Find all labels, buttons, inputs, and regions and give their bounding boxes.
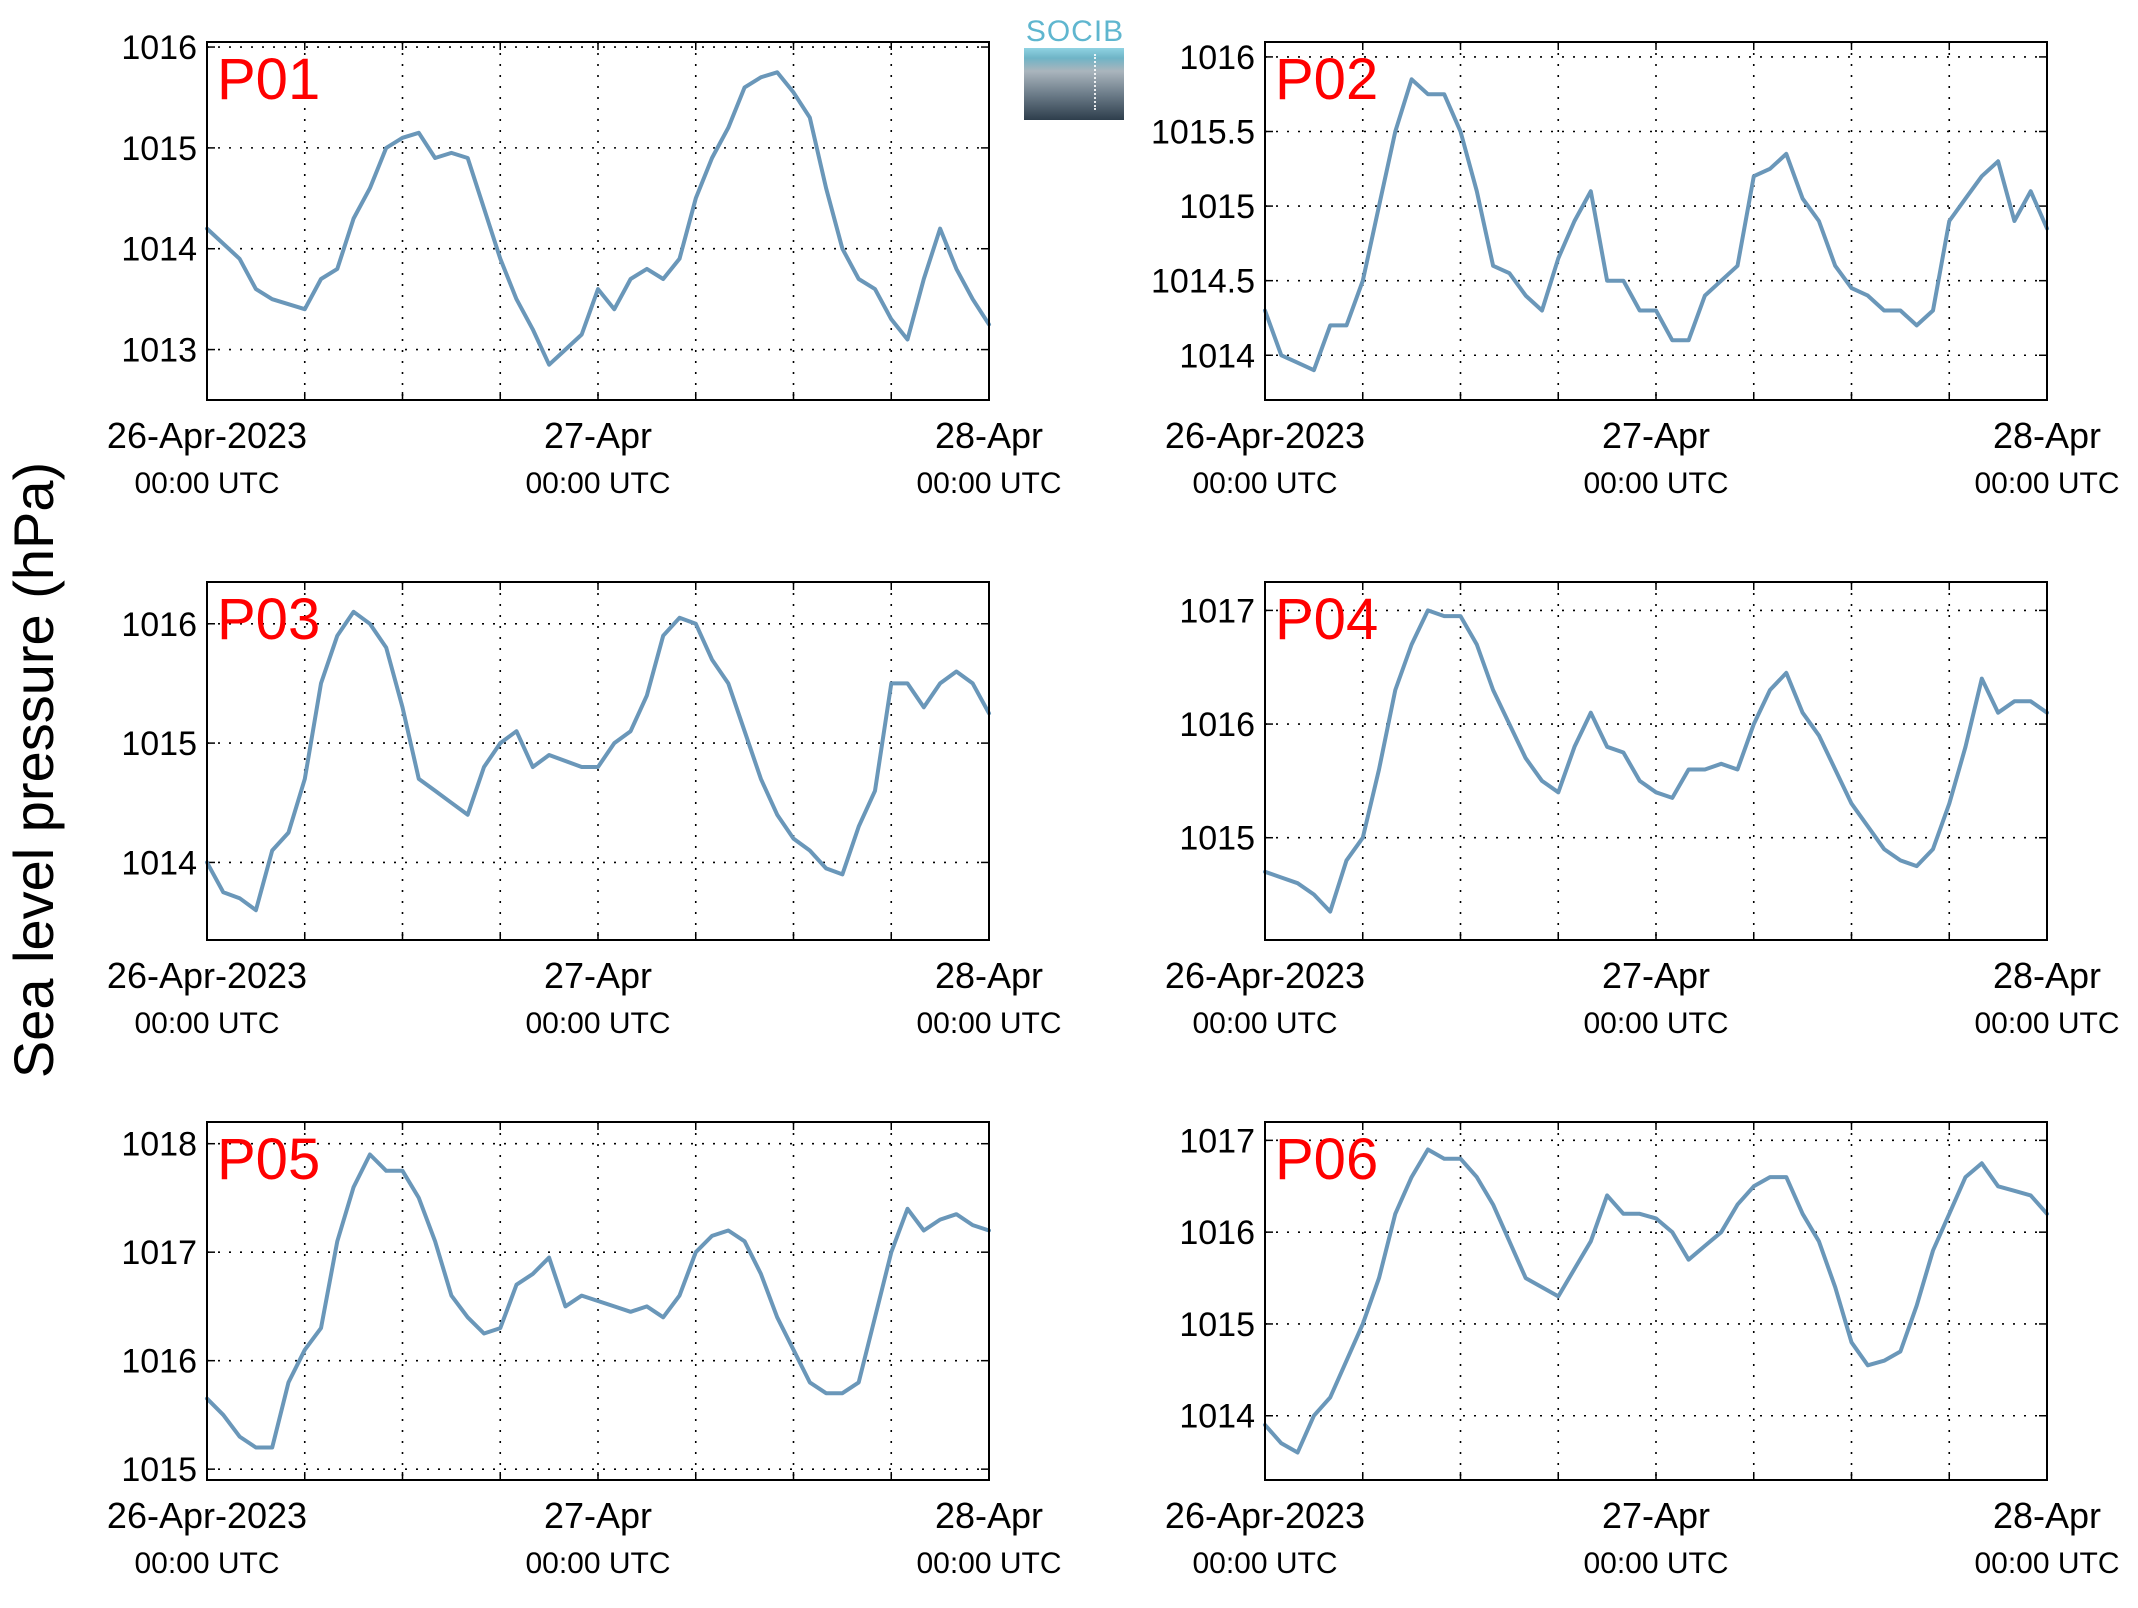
socib-logo: SOCIB: [1024, 14, 1126, 122]
x-tick-label-time: 00:00 UTC: [1974, 1007, 2119, 1040]
y-tick-label: 1016: [121, 1343, 197, 1381]
y-tick-label: 1016: [1179, 39, 1255, 77]
axes-box: [1264, 581, 2048, 941]
panel-label: P02: [1275, 47, 1378, 112]
y-tick-label: 1015: [1179, 188, 1255, 226]
x-tick-label-date: 28-Apr: [935, 1495, 1043, 1536]
y-tick-label: 1014: [121, 844, 197, 882]
x-tick-label-date: 28-Apr: [935, 955, 1043, 996]
axes-box: [1264, 41, 2048, 401]
y-tick-label: 1013: [121, 332, 197, 370]
chart-panel-p01: 1013 1014 1015 1016 26-Apr-2023 00:00 UTC 27-A…: [107, 29, 1062, 500]
series-line-p05: [205, 1152, 991, 1450]
x-tick-label-time: 00:00 UTC: [916, 467, 1061, 500]
panel-label: P06: [1275, 1127, 1378, 1192]
x-tick-label-date: 26-Apr-2023: [107, 955, 307, 996]
y-tick-label: 1014: [1179, 1398, 1255, 1436]
series-line-p03: [205, 609, 991, 913]
x-tick-label-time: 00:00 UTC: [525, 1547, 670, 1580]
chart-panel-p05: 1015 1016 1017 1018 26-Apr-2023 00:00 UTC 27-A…: [107, 1121, 1062, 1580]
x-tick-label-time: 00:00 UTC: [1583, 1007, 1728, 1040]
x-tick-label-date: 26-Apr-2023: [1165, 415, 1365, 456]
x-tick-label-time: 00:00 UTC: [525, 467, 670, 500]
x-tick-label-date: 26-Apr-2023: [107, 1495, 307, 1536]
y-tick-label: 1015: [1179, 1306, 1255, 1344]
y-tick-label: 1015: [121, 130, 197, 168]
y-tick-label: 1016: [1179, 1214, 1255, 1252]
x-tick-label-time: 00:00 UTC: [1192, 1547, 1337, 1580]
y-tick-label: 1018: [121, 1126, 197, 1164]
x-tick-label-time: 00:00 UTC: [916, 1007, 1061, 1040]
logo-dots: [1094, 54, 1096, 110]
x-tick-label-time: 00:00 UTC: [134, 1547, 279, 1580]
axes-box: [206, 1121, 990, 1481]
y-tick-label: 1014: [1179, 337, 1255, 375]
axes-box: [206, 41, 990, 401]
y-tick-label: 1015.5: [1151, 114, 1255, 152]
x-tick-label-time: 00:00 UTC: [525, 1007, 670, 1040]
series-line-p06: [1263, 1147, 2049, 1455]
x-tick-label-date: 26-Apr-2023: [1165, 1495, 1365, 1536]
y-tick-label: 1016: [1179, 706, 1255, 744]
x-tick-label-time: 00:00 UTC: [134, 1007, 279, 1040]
y-tick-label: 1015: [1179, 820, 1255, 858]
x-tick-label-time: 00:00 UTC: [916, 1547, 1061, 1580]
x-tick-label-date: 27-Apr: [544, 955, 652, 996]
chart-panel-p06: 1014 1015 1016 1017 26-Apr-2023 00:00 UTC 27-A…: [1165, 1121, 2120, 1580]
x-tick-label-date: 27-Apr: [544, 415, 652, 456]
x-tick-label-date: 27-Apr: [1602, 1495, 1710, 1536]
y-tick-label: 1017: [1179, 1122, 1255, 1160]
x-tick-label-time: 00:00 UTC: [1192, 1007, 1337, 1040]
panel-label: P01: [217, 47, 320, 112]
y-tick-label: 1016: [121, 29, 197, 67]
logo-graphic: [1024, 48, 1124, 120]
axes-box: [1264, 1121, 2048, 1481]
x-tick-label-time: 00:00 UTC: [1583, 1547, 1728, 1580]
y-tick-label: 1016: [121, 606, 197, 644]
x-tick-label-date: 27-Apr: [544, 1495, 652, 1536]
panel-label: P03: [217, 587, 320, 652]
x-tick-label-date: 28-Apr: [1993, 955, 2101, 996]
x-tick-label-time: 00:00 UTC: [134, 467, 279, 500]
logo-text: SOCIB: [1025, 15, 1125, 48]
y-tick-label: 1015: [121, 1451, 197, 1489]
y-tick-label: 1017: [1179, 592, 1255, 630]
x-tick-label-time: 00:00 UTC: [1974, 1547, 2119, 1580]
x-tick-label-date: 27-Apr: [1602, 415, 1710, 456]
series-line-p01: [205, 70, 991, 367]
x-tick-label-date: 26-Apr-2023: [107, 415, 307, 456]
y-tick-label: 1017: [121, 1234, 197, 1272]
x-tick-label-date: 28-Apr: [1993, 1495, 2101, 1536]
chart-panel-p02: 1014 1014.5 1015 1015.5 1016 26-Apr-2023 00:00…: [1151, 39, 2120, 500]
x-tick-label-time: 00:00 UTC: [1192, 467, 1337, 500]
chart-panel-p04: 1015 1016 1017 26-Apr-2023 00:00 UTC 27-Apr 00…: [1165, 581, 2120, 1040]
y-tick-label: 1014.5: [1151, 263, 1255, 301]
series-line-p04: [1263, 608, 2049, 914]
y-tick-label: 1014: [121, 231, 197, 269]
x-tick-label-date: 27-Apr: [1602, 955, 1710, 996]
x-tick-label-date: 26-Apr-2023: [1165, 955, 1365, 996]
x-tick-label-date: 28-Apr: [935, 415, 1043, 456]
axes-box: [206, 581, 990, 941]
x-tick-label-time: 00:00 UTC: [1583, 467, 1728, 500]
x-tick-label-time: 00:00 UTC: [1974, 467, 2119, 500]
series-line-p02: [1263, 77, 2049, 373]
chart-panel-p03: 1014 1015 1016 26-Apr-2023 00:00 UTC 27-Apr 00…: [107, 581, 1062, 1040]
panel-label: P04: [1275, 587, 1378, 652]
y-tick-label: 1015: [121, 725, 197, 763]
panel-label: P05: [217, 1127, 320, 1192]
x-tick-label-date: 28-Apr: [1993, 415, 2101, 456]
